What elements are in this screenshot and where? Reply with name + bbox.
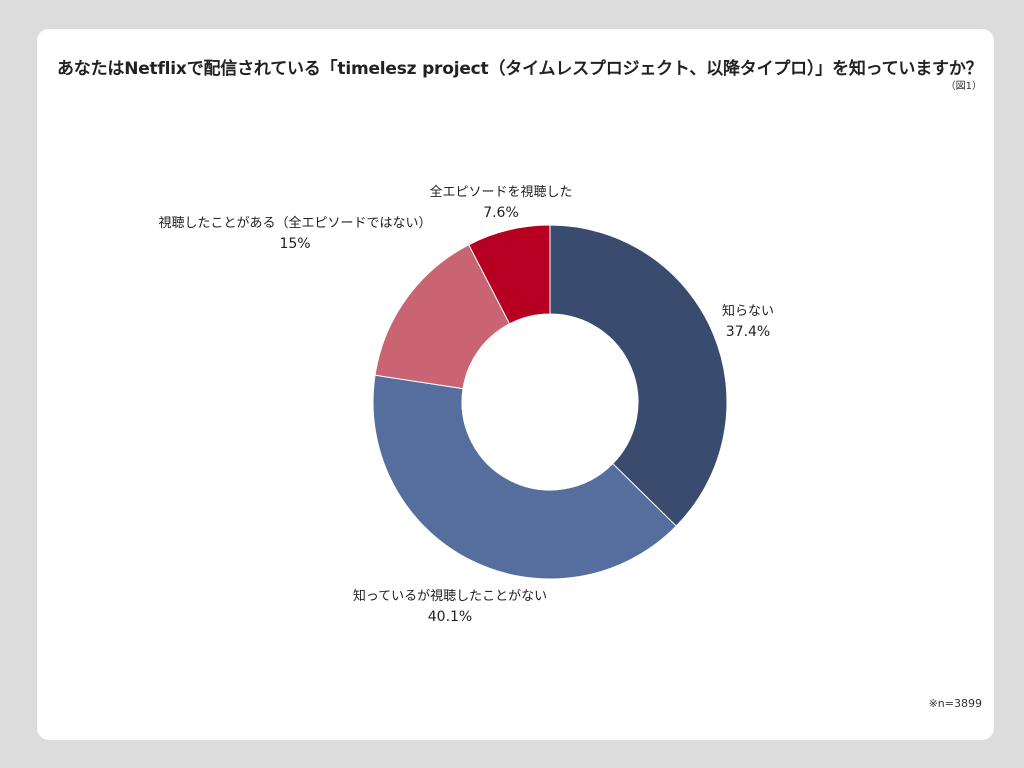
slice-value-2: 40.1% [428, 609, 472, 625]
slice-value-1: 37.4% [726, 324, 770, 340]
chart-title: あなたはNetflixで配信されている「timelesz project（タイム… [57, 59, 983, 79]
donut-slice-2 [372, 374, 677, 580]
figure-label: （図1） [945, 81, 982, 92]
slice-label-3: 視聴したことがある（全エピソードではない） [158, 215, 431, 231]
chart-card: あなたはNetflixで配信されている「timelesz project（タイム… [37, 29, 994, 740]
donut-chart: 知らない 37.4% 知っているが視聴したことがない 40.1% 視聴したことがある（全… [158, 184, 774, 625]
sample-size-note: ※n=3899 [928, 697, 982, 710]
slice-label-2: 知っているが視聴したことがない [353, 588, 547, 604]
donut-slice-4 [468, 224, 551, 325]
slice-value-3: 15% [279, 236, 310, 252]
donut-slice-3 [374, 244, 511, 390]
slice-label-4: 全エピソードを視聴した [429, 184, 572, 200]
slice-value-4: 7.6% [483, 205, 519, 221]
slice-label-1: 知らない [722, 303, 774, 319]
donut-slice-1 [549, 224, 728, 527]
